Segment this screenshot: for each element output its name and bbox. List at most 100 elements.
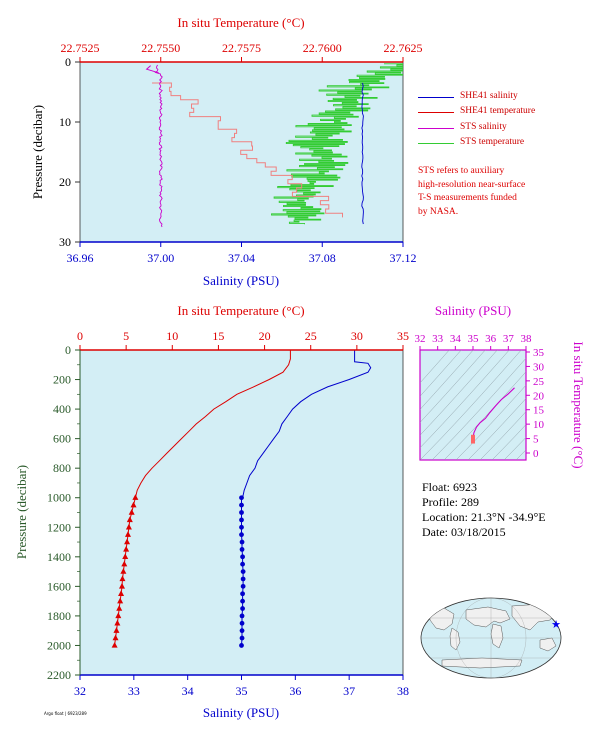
salinity-marker [240, 598, 245, 604]
density-contour [420, 350, 498, 436]
upper-salinity-tick-label: 37.00 [147, 251, 174, 265]
main-salinity-tick-label: 37 [343, 684, 355, 698]
salinity-marker [239, 517, 244, 523]
main-temperature-tick-label: 25 [305, 329, 317, 343]
legend-label: STS salinity [460, 121, 507, 132]
main-pressure-tick-label: 400 [53, 402, 71, 416]
main-pressure-tick-label: 1000 [47, 491, 71, 505]
salinity-marker [239, 635, 245, 641]
upper-pressure-tick-label: 30 [59, 235, 71, 249]
temperature-marker [112, 634, 119, 641]
main-temperature-tick-label: 20 [259, 329, 271, 343]
main-chart: 32 33 34 35 36 37 38 0 5 10 15 20 25 30 35 0 200 400 600 80… [14, 303, 409, 720]
main-temperature-tick-label: 30 [351, 329, 363, 343]
temperature-marker [117, 597, 124, 604]
upper-temperature-tick-label: 22.7550 [141, 41, 180, 55]
ts-temperature-tick-label: 35 [533, 347, 545, 359]
ts-salinity-tick-label: 32 [415, 333, 426, 345]
density-contour [479, 411, 526, 460]
ts-salinity-tick-label: 36 [485, 333, 497, 345]
salinity-marker [240, 569, 246, 574]
main-temperature-tick-label: 15 [212, 329, 224, 343]
temperature-marker [125, 523, 132, 530]
salinity-marker [239, 532, 244, 538]
salinity-marker [240, 576, 246, 582]
main-salinity-tick-label: 32 [74, 684, 86, 698]
ts-top-axis-title: Salinity (PSU) [435, 303, 511, 318]
main-pressure-tick-label: 0 [65, 343, 71, 357]
temperature-marker [130, 501, 137, 508]
density-contour [420, 350, 486, 423]
main-salinity-tick-label: 36 [289, 684, 301, 698]
ts-temperature-tick-label: 10 [533, 419, 545, 431]
ts-salinity-tick-label: 34 [450, 333, 462, 345]
sts-salinity-surface-spike [145, 65, 159, 74]
upper-salinity-tick-label: 36.96 [67, 251, 94, 265]
temperature-marker [113, 627, 120, 633]
upper-temperature-tick-label: 22.7625 [384, 41, 423, 55]
legend-label: SHE41 salinity [460, 91, 518, 101]
ts-temperature-tick-label: 15 [533, 405, 545, 417]
temperature-marker [118, 582, 125, 589]
density-contour [420, 350, 510, 449]
temperature-marker [122, 553, 129, 560]
tiny-footer-label: Argo float | 6923/289 [44, 711, 87, 716]
upper-salinity-tick-label: 37.08 [309, 251, 336, 265]
density-contour [491, 424, 526, 460]
main-temperature-tick-label: 10 [166, 329, 178, 343]
density-contour [420, 350, 522, 460]
main-temperature-tick-label: 5 [123, 329, 129, 343]
salinity-marker [239, 539, 245, 545]
salinity-marker [240, 583, 246, 589]
ts-temperature-tick-label: 20 [533, 390, 545, 402]
ts-diagram: 32 33 34 35 36 37 38 0 5 10 15 20 25 30 35 Salinity (P… [415, 303, 601, 469]
density-contour [515, 449, 526, 460]
temperature-marker [121, 560, 128, 567]
upper-salinity-tick-label: 37.04 [228, 251, 255, 265]
salinity-marker [240, 554, 245, 560]
temperature-marker [123, 545, 130, 552]
temperature-marker [126, 516, 133, 523]
density-contour [503, 436, 526, 460]
ts-salinity-tick-label: 35 [468, 333, 480, 345]
upper-chart: 36.96 37.00 37.04 37.08 37.12 22.7525 22.7550 2… [30, 15, 423, 288]
salinity-marker [239, 613, 245, 619]
salinity-marker [240, 561, 245, 567]
temperature-marker [124, 531, 131, 537]
she41-temperature-line [152, 82, 343, 218]
salinity-marker [239, 495, 244, 501]
salinity-marker [239, 510, 244, 515]
main-temperature-tick-label: 35 [397, 329, 409, 343]
legend-swatch-sts-salinity [418, 127, 454, 129]
main-salinity-tick-label: 35 [236, 684, 248, 698]
temperature-marker [119, 575, 126, 582]
salinity-marker [239, 628, 245, 634]
temperature-marker [114, 619, 121, 626]
upper-temperature-tick-label: 22.7525 [61, 41, 100, 55]
main-salinity-tick-label: 33 [128, 684, 140, 698]
temperature-marker [111, 641, 118, 648]
legend-swatch-sts-temperature [418, 142, 454, 144]
legend-swatch-she41-salinity [418, 97, 454, 98]
ts-temperature-tick-label: 30 [533, 361, 545, 373]
upper-pressure-tick-label: 20 [59, 175, 71, 189]
temperature-marker [115, 612, 122, 619]
ts-temperature-tick-label: 0 [533, 448, 539, 460]
float-location-star: ★ [551, 619, 561, 631]
ts-y-axis-title: In situ Temperature (°C) [571, 341, 586, 468]
density-contour [540, 340, 601, 460]
float-info: Float: 6923 Profile: 289 Location: 21.3°… [422, 480, 546, 540]
sts-note: STS refers to auxiliary high-resolution … [418, 165, 525, 219]
upper-temperature-tick-label: 22.7600 [303, 41, 342, 55]
main-x-axis-title: Salinity (PSU) [203, 705, 279, 720]
main-pressure-tick-label: 800 [53, 461, 71, 475]
upper-plot-area [79, 61, 404, 243]
density-contour [420, 350, 474, 410]
ts-temperature-tick-label: 5 [533, 434, 539, 446]
main-pressure-tick-label: 1400 [47, 550, 71, 564]
main-pressure-tick-label: 200 [53, 373, 71, 387]
density-contour [420, 350, 462, 397]
world-map: ★ [420, 597, 562, 679]
legend-label: SHE41 temperature [460, 106, 536, 117]
density-contour [467, 398, 526, 460]
